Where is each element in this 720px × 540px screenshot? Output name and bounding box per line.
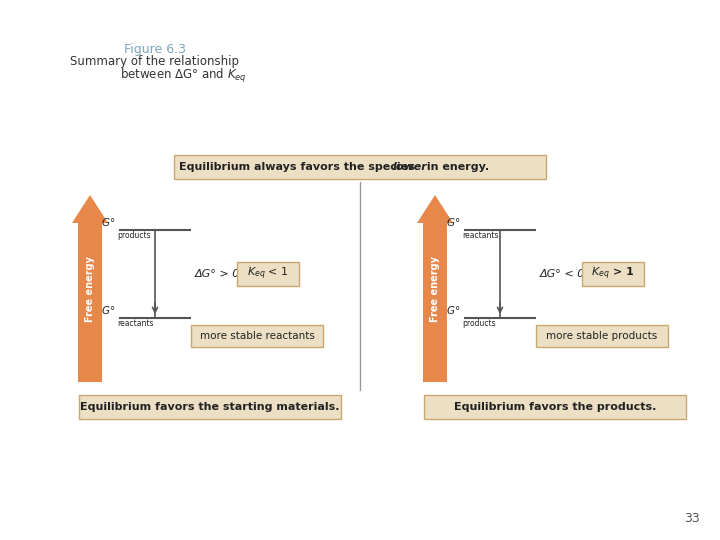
FancyBboxPatch shape bbox=[582, 262, 644, 286]
FancyBboxPatch shape bbox=[424, 395, 686, 419]
Text: products: products bbox=[462, 319, 495, 328]
FancyBboxPatch shape bbox=[174, 155, 546, 179]
Polygon shape bbox=[417, 195, 453, 223]
Text: lower: lower bbox=[393, 162, 428, 172]
Text: reactants: reactants bbox=[117, 319, 153, 328]
Text: $G°$: $G°$ bbox=[101, 304, 115, 316]
Text: in energy.: in energy. bbox=[423, 162, 489, 172]
Text: reactants: reactants bbox=[462, 231, 498, 240]
Text: Free energy: Free energy bbox=[430, 255, 440, 321]
Polygon shape bbox=[72, 195, 108, 223]
FancyBboxPatch shape bbox=[237, 262, 299, 286]
Text: Summary of the relationship: Summary of the relationship bbox=[71, 55, 240, 68]
FancyBboxPatch shape bbox=[191, 325, 323, 347]
Text: Equilibrium favors the products.: Equilibrium favors the products. bbox=[454, 402, 656, 412]
Polygon shape bbox=[78, 223, 102, 382]
Text: more stable products: more stable products bbox=[546, 331, 657, 341]
Text: between ΔG° and $K_{eq}$: between ΔG° and $K_{eq}$ bbox=[120, 67, 247, 85]
Text: Free energy: Free energy bbox=[85, 255, 95, 321]
FancyBboxPatch shape bbox=[536, 325, 668, 347]
Text: $G°$: $G°$ bbox=[446, 216, 460, 228]
Text: $G°$: $G°$ bbox=[446, 304, 460, 316]
Text: $G°$: $G°$ bbox=[101, 216, 115, 228]
Text: products: products bbox=[117, 231, 150, 240]
Text: ΔG° > 0: ΔG° > 0 bbox=[195, 269, 240, 279]
Text: Equilibrium favors the starting materials.: Equilibrium favors the starting material… bbox=[80, 402, 340, 412]
Polygon shape bbox=[423, 223, 447, 382]
Text: Equilibrium always favors the species: Equilibrium always favors the species bbox=[179, 162, 418, 172]
Text: $K_{eq}$ < 1: $K_{eq}$ < 1 bbox=[247, 266, 289, 282]
Text: $K_{eq}$ > 1: $K_{eq}$ > 1 bbox=[591, 266, 635, 282]
Text: ΔG° < 0: ΔG° < 0 bbox=[540, 269, 585, 279]
Text: 33: 33 bbox=[684, 512, 700, 525]
FancyBboxPatch shape bbox=[79, 395, 341, 419]
Text: more stable reactants: more stable reactants bbox=[199, 331, 315, 341]
Text: Figure 6.3: Figure 6.3 bbox=[124, 43, 186, 56]
